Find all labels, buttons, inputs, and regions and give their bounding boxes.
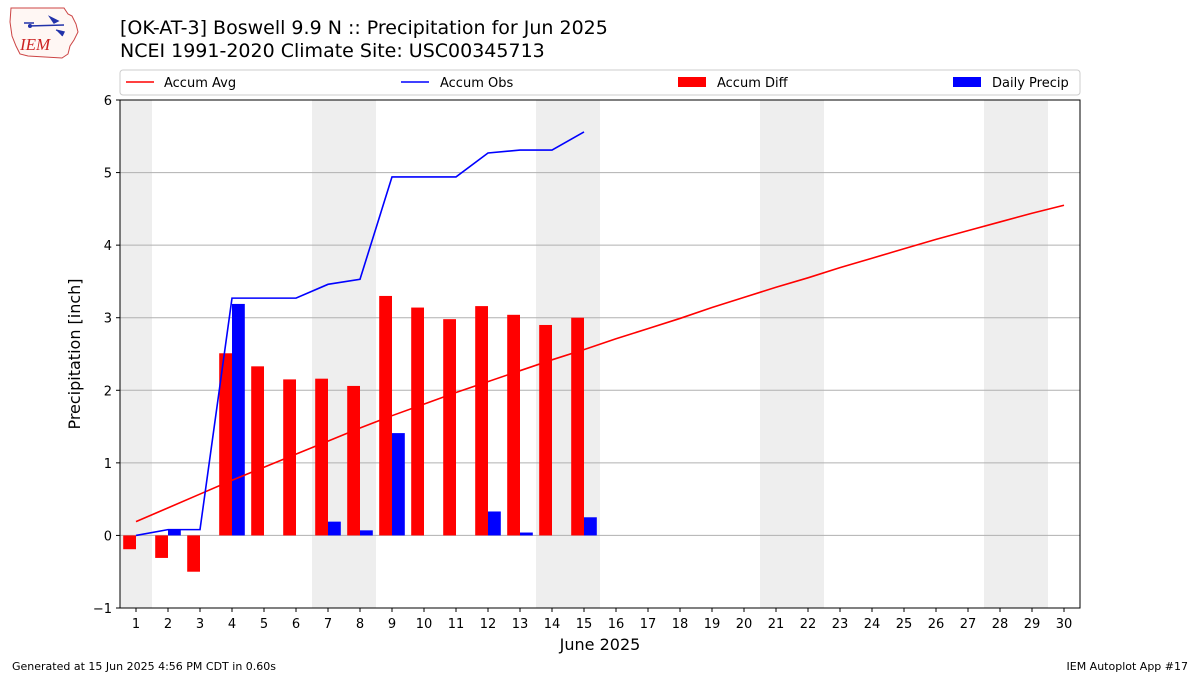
y-tick-label: 1 — [104, 457, 112, 472]
x-tick-label: 10 — [416, 617, 433, 632]
y-tick-label: 0 — [104, 529, 112, 544]
daily-precip-bar — [328, 521, 341, 536]
x-tick-label: 30 — [1056, 617, 1073, 632]
y-tick-label: −1 — [93, 602, 112, 617]
chart-title: [OK-AT-3] Boswell 9.9 N :: Precipitation… — [120, 17, 608, 39]
logo-text: IEM — [19, 35, 51, 54]
generated-timestamp: Generated at 15 Jun 2025 4:56 PM CDT in … — [12, 660, 277, 673]
accum-diff-bar — [123, 535, 136, 550]
accum-diff-bar — [507, 314, 520, 536]
daily-precip-bar — [232, 303, 245, 536]
x-tick-label: 23 — [832, 617, 849, 632]
y-tick-label: 5 — [104, 167, 112, 182]
x-tick-label: 1 — [132, 617, 140, 632]
weekend-shade — [120, 100, 152, 608]
accum-diff-bar — [315, 378, 328, 536]
accum-diff-bar — [347, 385, 360, 536]
y-tick-label: 3 — [104, 312, 112, 327]
legend-label-accum-diff: Accum Diff — [717, 76, 789, 91]
x-tick-label: 19 — [704, 617, 721, 632]
accum-diff-bar — [187, 535, 200, 572]
accum-diff-bar — [539, 324, 552, 536]
accum-diff-bar — [443, 319, 456, 536]
x-tick-label: 21 — [768, 617, 785, 632]
x-tick-label: 17 — [640, 617, 657, 632]
x-axis-label: June 2025 — [559, 635, 641, 654]
accum-obs-line — [135, 131, 585, 537]
x-tick-label: 6 — [292, 617, 300, 632]
y-tick-label: 2 — [104, 384, 112, 399]
weekend-shade — [984, 100, 1048, 608]
x-tick-label: 7 — [324, 617, 332, 632]
legend-swatch-daily-precip — [953, 77, 981, 87]
x-tick-label: 24 — [864, 617, 881, 632]
x-tick-label: 22 — [800, 617, 817, 632]
x-tick-label: 26 — [928, 617, 945, 632]
x-tick-label: 25 — [896, 617, 913, 632]
x-tick-label: 3 — [196, 617, 204, 632]
legend: Accum Avg Accum Obs Accum Diff Daily Precip — [119, 69, 1081, 96]
x-tick-label: 18 — [672, 617, 689, 632]
x-tick-label: 20 — [736, 617, 753, 632]
x-tick-label: 2 — [164, 617, 172, 632]
accum-diff-bar — [379, 295, 392, 536]
x-tick-label: 11 — [448, 617, 465, 632]
y-tick-label: 6 — [104, 94, 112, 109]
accum-diff-bar — [155, 535, 168, 558]
iem-logo: IEM — [8, 6, 80, 60]
daily-precip-bar — [584, 517, 597, 536]
legend-label-daily-precip: Daily Precip — [992, 76, 1069, 91]
x-tick-label: 9 — [388, 617, 396, 632]
accum-diff-bar — [571, 317, 584, 536]
x-tick-label: 15 — [576, 617, 593, 632]
x-tick-label: 13 — [512, 617, 529, 632]
daily-precip-bar — [392, 433, 405, 536]
x-tick-label: 4 — [228, 617, 236, 632]
x-tick-label: 5 — [260, 617, 268, 632]
accum-diff-bar — [411, 307, 424, 536]
legend-swatch-accum-diff — [678, 77, 706, 87]
legend-label-accum-avg: Accum Avg — [164, 76, 236, 91]
weekend-shade — [760, 100, 824, 608]
accum-diff-bar — [475, 306, 488, 536]
legend-box — [119, 69, 1081, 96]
accum-diff-bar — [219, 353, 232, 536]
accum-avg-line — [135, 204, 1065, 523]
x-tick-label: 27 — [960, 617, 977, 632]
x-tick-label: 12 — [480, 617, 497, 632]
app-credit: IEM Autoplot App #17 — [1066, 660, 1189, 673]
daily-precip-bar — [488, 511, 501, 536]
x-tick-label: 14 — [544, 617, 561, 632]
y-axis-label: Precipitation [inch] — [65, 278, 84, 429]
x-tick-label: 29 — [1024, 617, 1041, 632]
daily-precip-bar — [360, 530, 373, 536]
chart-subtitle: NCEI 1991-2020 Climate Site: USC00345713 — [120, 40, 545, 62]
daily-precip-bar — [520, 532, 533, 536]
x-tick-label: 16 — [608, 617, 625, 632]
daily-precip-bar — [168, 529, 181, 536]
accum-diff-bar — [251, 366, 264, 536]
legend-label-accum-obs: Accum Obs — [440, 76, 513, 91]
x-tick-label: 8 — [356, 617, 364, 632]
x-tick-label: 28 — [992, 617, 1009, 632]
y-tick-label: 4 — [104, 239, 112, 254]
plot-frame — [119, 99, 1081, 609]
